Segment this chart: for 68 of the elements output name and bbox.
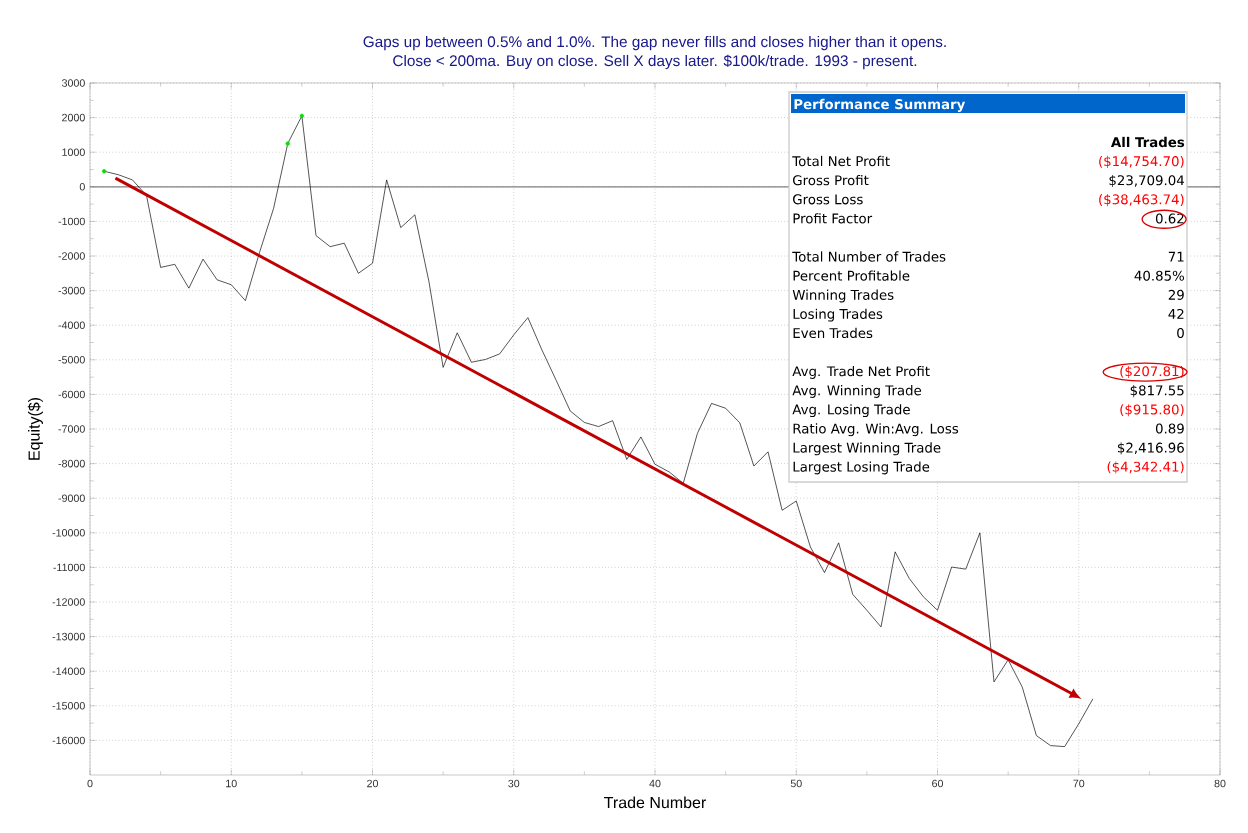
- chart-subtitle: Close < 200ma. Buy on close. Sell X days later. $100k/trade. 1993 - present.: [393, 54, 917, 70]
- y-tick-label: -4000: [58, 321, 85, 329]
- text: ($38,463.74): [1099, 194, 1184, 207]
- x-tick-label: 0: [87, 779, 93, 788]
- y-tick-label: -1000: [58, 217, 85, 226]
- text: $2,416.96: [1118, 442, 1184, 455]
- text: 42: [1168, 308, 1184, 319]
- y-tick-label: -2000: [58, 252, 85, 260]
- category-label: Total Number of Trades: [792, 251, 946, 262]
- x-tick-label: 30: [508, 779, 520, 788]
- text: 40.85%: [1134, 270, 1185, 281]
- category-label: Ratio Avg. Win:Avg. Loss: [793, 423, 959, 437]
- x-tick-label: 20: [367, 779, 379, 788]
- x-tick-label: 40: [649, 779, 661, 788]
- y-tick-label: -16000: [52, 736, 85, 745]
- y-tick-label: -13000: [52, 632, 85, 641]
- category-label: Winning Trades: [792, 289, 894, 303]
- text: 0.62: [1155, 213, 1184, 224]
- x-tick-label: 10: [226, 779, 237, 788]
- y-tick-label: 1000: [62, 148, 85, 156]
- text: ($4,342.41): [1107, 461, 1184, 474]
- x-tick-label: 60: [932, 779, 944, 788]
- text: ($207.81): [1120, 365, 1184, 379]
- x-axis-title: Trade Number: [604, 796, 706, 809]
- category-label: Largest Winning Trade: [793, 442, 941, 456]
- category-label: Losing Trades: [793, 308, 883, 322]
- text: $817.55: [1130, 385, 1184, 398]
- y-tick-label: -14000: [52, 667, 85, 675]
- category-label: Gross Loss: [793, 194, 863, 205]
- point: [101, 169, 107, 174]
- x-tick-label: 70: [1073, 779, 1085, 788]
- y-tick-label: -15000: [52, 702, 85, 710]
- x-tick-label: 80: [1214, 779, 1226, 788]
- text: ($14,754.70): [1099, 155, 1184, 168]
- category-label: Profit Factor: [793, 213, 873, 224]
- category-label: Total Net Profit: [792, 155, 890, 167]
- y-tick-label: 3000: [61, 79, 85, 87]
- category-label: Avg. Trade Net Profit: [792, 365, 930, 379]
- y-tick-label: -7000: [58, 425, 85, 433]
- y-tick-label: 2000: [62, 113, 85, 122]
- text: $23,709.04: [1109, 174, 1184, 188]
- y-tick-label: -8000: [58, 459, 85, 468]
- text: 29: [1168, 289, 1184, 300]
- category-label: Gross Profit: [793, 174, 869, 186]
- point: [285, 141, 290, 146]
- y-tick-label: -9000: [58, 494, 85, 502]
- y-tick-label: 0: [79, 183, 85, 191]
- text: Performance Summary: [794, 98, 966, 112]
- text: ($915.80): [1120, 404, 1184, 417]
- category-label: Largest Losing Trade: [793, 461, 930, 475]
- y-tick-label: -5000: [58, 356, 85, 364]
- y-tick-label: -12000: [52, 598, 85, 606]
- text: 0.89: [1155, 423, 1184, 434]
- y-tick-label: -6000: [58, 390, 85, 399]
- x-tick-label: 50: [790, 779, 802, 788]
- y-tick-label: -3000: [58, 286, 85, 295]
- point: [299, 113, 305, 119]
- category-label: Percent Profitable: [793, 270, 910, 281]
- chart-title: Gaps up between 0.5% and 1.0%. The gap never fills and closes higher than it opens.: [363, 35, 946, 51]
- category-label: Even Trades: [793, 327, 873, 339]
- category-label: Avg. Winning Trade: [792, 385, 922, 398]
- category-label: Avg. Losing Trade: [792, 404, 910, 418]
- y-tick-label: -11000: [53, 563, 85, 572]
- text: All Trades: [1110, 136, 1185, 148]
- y-axis-title: Equity($): [27, 397, 43, 460]
- text: 0: [1177, 327, 1184, 339]
- text: 71: [1168, 251, 1184, 262]
- y-tick-label: -10000: [52, 529, 85, 537]
